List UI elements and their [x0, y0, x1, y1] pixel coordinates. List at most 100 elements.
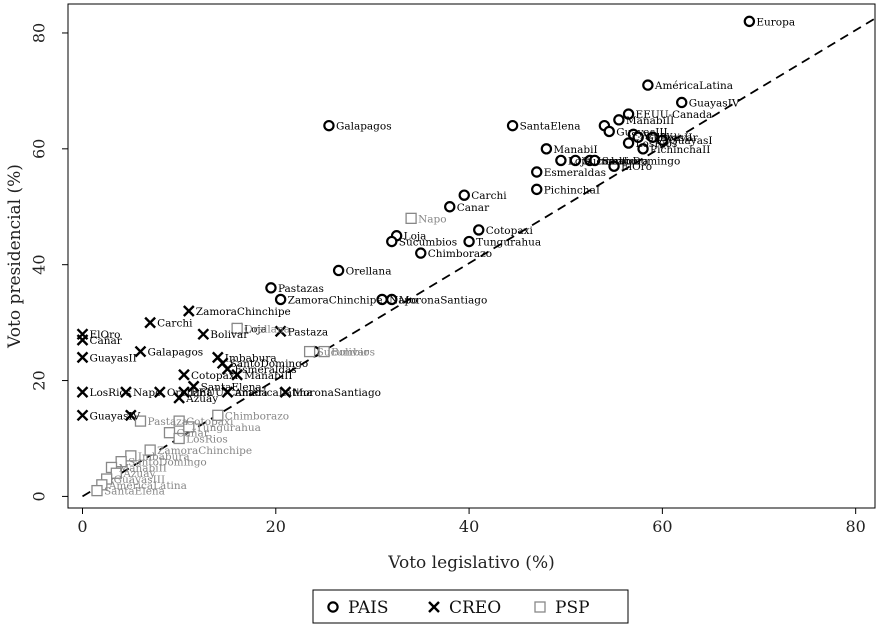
legend-label-creo: CREO [449, 598, 501, 618]
point-psp [125, 450, 137, 462]
data-labels: Europa AméricaLatina GuayasIV Galapagos Sant… [89, 16, 795, 497]
point-label: GuayasIV [689, 97, 740, 109]
point-pais [569, 154, 582, 167]
y-tick-label: 40 [30, 255, 49, 275]
point-label: Napo [418, 213, 447, 225]
point-creo [173, 392, 185, 404]
point-pais [386, 293, 398, 306]
point-label: Carchi [471, 190, 507, 202]
point-label: Sucumbios [317, 347, 375, 359]
point-label: ManabiI [553, 144, 597, 156]
point-label: GuayasI [669, 135, 712, 147]
point-pais [323, 119, 335, 132]
point-psp [134, 415, 147, 427]
point-label: ManabiII [118, 462, 166, 474]
point-creo [197, 328, 210, 341]
point-pais [531, 183, 543, 196]
legend-marker-pais [327, 601, 339, 613]
point-creo [274, 325, 287, 338]
point-pais [506, 119, 519, 132]
point-creo [76, 386, 89, 398]
point-psp [303, 345, 316, 358]
point-label: MoronaSantiago [292, 387, 381, 399]
y-tick-label: 20 [30, 370, 49, 390]
point-label: EEUU-Canada [636, 109, 713, 121]
x-axis-ticks: 0 20 40 60 80 [77, 508, 866, 536]
x-tick-label: 80 [845, 517, 865, 536]
point-creo [279, 386, 292, 398]
legend-label-psp: PSP [555, 598, 590, 618]
point-pais [647, 131, 659, 143]
x-tick-label: 40 [459, 517, 479, 536]
point-label: Cotopaxi [486, 225, 534, 237]
point-label: SantoDomingo [128, 457, 207, 469]
point-psp [183, 421, 195, 433]
point-pais [274, 293, 287, 306]
point-label: Cañar [89, 335, 122, 347]
point-label: Bolivar [331, 347, 370, 359]
point-pais [540, 143, 553, 155]
y-axis-ticks: 0 20 40 60 80 [30, 23, 68, 502]
point-label: LosRios [636, 138, 678, 150]
point-pais [608, 160, 620, 172]
point-label: Loja [404, 231, 427, 243]
point-label: Chimborazo [225, 410, 289, 422]
point-label: ZamoraChinchipe [196, 306, 291, 318]
x-tick-label: 20 [266, 517, 286, 536]
legend-label-pais: PAIS [348, 598, 389, 618]
point-label: Cotopaxi [191, 370, 239, 382]
point-pais [444, 201, 456, 213]
point-label: Esmeraldas [544, 167, 606, 179]
x-tick-label: 0 [77, 517, 87, 536]
point-label: Carchi [157, 318, 193, 330]
point-label: Europa [756, 16, 795, 28]
point-label: Galapagos [336, 121, 392, 133]
point-label: Azuay [185, 393, 218, 405]
point-label: Esmeraldas [234, 364, 296, 376]
point-pais [458, 189, 470, 201]
point-pais [415, 247, 427, 259]
point-psp [405, 212, 417, 224]
point-label: Bolivar [210, 329, 249, 341]
point-psp [173, 415, 185, 427]
point-psp [173, 432, 185, 445]
point-label: Galapagos [147, 347, 203, 359]
legend-item-pais: PAIS [327, 598, 389, 618]
point-psp [163, 427, 176, 439]
legend-item-creo: CREO [428, 598, 501, 618]
point-psp [110, 467, 122, 479]
point-pais [265, 282, 277, 294]
point-pais [589, 154, 601, 167]
point-creo [76, 351, 89, 364]
point-pais [386, 235, 398, 248]
point-creo [231, 368, 243, 381]
point-label: PichinchaII [650, 144, 710, 156]
point-label: Chimborazo [428, 248, 492, 260]
point-label: SantaElena [201, 381, 262, 393]
series-creo [76, 305, 292, 422]
legend-item-psp: PSP [534, 598, 590, 618]
legend: PAIS CREO PSP [312, 589, 629, 624]
point-label: GuayasII [89, 352, 136, 364]
point-psp [231, 322, 243, 335]
point-creo [76, 334, 89, 346]
point-label: SantoDomingo [230, 358, 309, 370]
point-pais [613, 114, 625, 126]
point-psp [212, 409, 224, 421]
point-label: Tungurahua [196, 422, 261, 434]
point-label: Napo [133, 387, 162, 399]
point-creo [178, 368, 190, 381]
point-label: Bolivar [660, 132, 699, 144]
point-pais [656, 134, 669, 146]
legend-marker-psp [534, 601, 546, 613]
point-label: Pastazas [278, 283, 324, 295]
y-tick-label: 80 [30, 23, 49, 43]
point-creo [124, 409, 137, 422]
point-label: Cotopaxi [186, 416, 234, 428]
point-label: Orellana [167, 387, 213, 399]
point-label: Azuay [639, 129, 672, 141]
point-label: GuayasIII [114, 474, 165, 486]
point-label: Imbabura [225, 352, 277, 364]
point-pais [637, 143, 649, 155]
